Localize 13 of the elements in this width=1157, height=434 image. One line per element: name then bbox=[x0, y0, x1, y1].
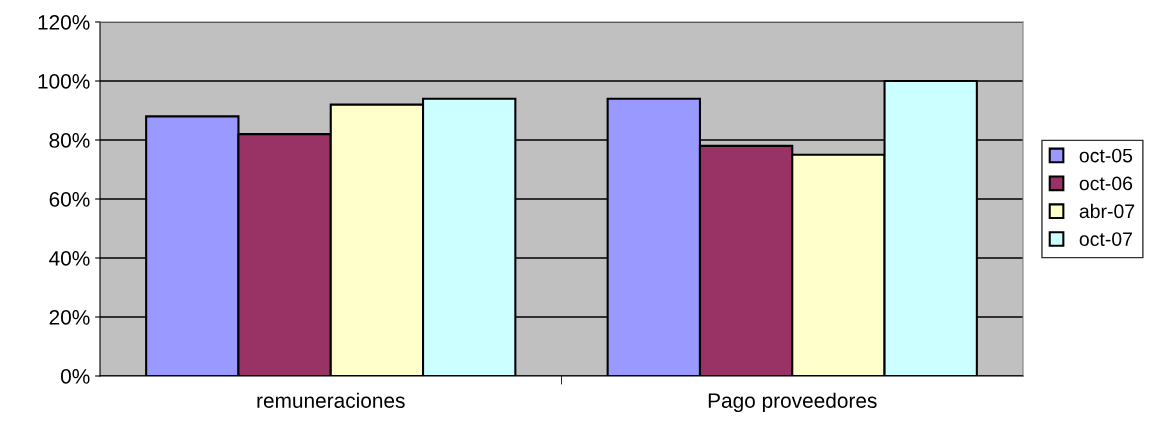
x-tick-label: remuneraciones bbox=[257, 392, 405, 408]
x-tick-label: Pago proveedores bbox=[708, 392, 877, 413]
y-tick-label: 120% bbox=[38, 15, 90, 30]
y-tick-label: 0% bbox=[60, 369, 90, 384]
legend-label: oct-05 bbox=[1079, 148, 1133, 163]
y-tick-label: 60% bbox=[49, 192, 90, 207]
y-tick-label: 40% bbox=[49, 251, 90, 266]
y-tick-label: 20% bbox=[49, 310, 90, 325]
y-tick-label: 80% bbox=[49, 133, 90, 148]
legend-label: abr-07 bbox=[1079, 203, 1135, 219]
legend-label: oct-06 bbox=[1079, 176, 1133, 191]
legend-label: oct-07 bbox=[1079, 232, 1132, 246]
y-tick-label: 100% bbox=[38, 74, 90, 89]
